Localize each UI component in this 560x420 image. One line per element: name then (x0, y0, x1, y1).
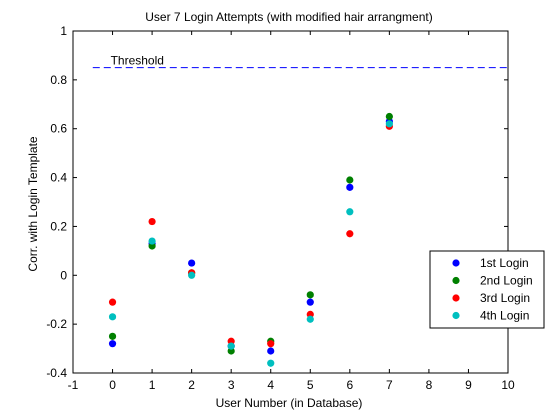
data-point (267, 347, 275, 355)
data-point (346, 176, 354, 184)
legend-marker (452, 294, 460, 302)
x-tick-label: 1 (149, 378, 156, 392)
x-tick-label: 7 (386, 378, 393, 392)
data-point (148, 217, 156, 226)
y-tick-label: 0.2 (50, 219, 67, 233)
x-tick-label: 8 (426, 378, 433, 392)
x-tick-label: 6 (346, 378, 353, 392)
data-point (108, 340, 117, 348)
y-tick-label: -0.4 (46, 366, 67, 380)
y-tick-label: 0.8 (50, 73, 67, 87)
y-tick-label: 0 (60, 268, 67, 282)
x-tick-label: 10 (501, 378, 515, 392)
x-tick-label: -1 (68, 378, 79, 392)
chart-title: User 7 Login Attempts (with modified hai… (145, 10, 432, 24)
y-tick-label: 0.6 (50, 122, 67, 136)
y-tick-label: -0.2 (46, 317, 67, 331)
legend-marker (452, 311, 460, 320)
data-point (267, 359, 275, 367)
data-point (346, 230, 354, 238)
legend-label: 4th Login (480, 309, 529, 323)
x-tick-label: 5 (307, 378, 314, 392)
data-point (108, 332, 117, 340)
data-point (385, 112, 393, 121)
legend-box (429, 250, 545, 329)
data-point (385, 120, 393, 128)
data-point (306, 291, 314, 299)
data-point (346, 183, 354, 191)
x-tick-label: 2 (188, 378, 195, 392)
plot-area: -1 0 1 2 3 4 5 6 7 8 9 10 -0.4 -0.2 0 0.2 0.4 0.6 0.8 1 Thre… (46, 24, 515, 392)
data-point (227, 342, 235, 350)
data-point (108, 313, 117, 321)
data-point (267, 340, 275, 348)
legend-marker (452, 276, 460, 285)
data-point (306, 315, 314, 323)
data-point (108, 298, 117, 306)
x-tick-label: 3 (228, 378, 235, 392)
x-tick-label: 0 (109, 378, 116, 392)
legend-label: 1st Login (480, 256, 529, 270)
x-tick-label: 9 (465, 378, 472, 392)
legend-label: 2nd Login (480, 274, 533, 288)
data-point (346, 208, 354, 216)
data-point (188, 271, 196, 279)
data-point (148, 237, 156, 245)
legend-marker (452, 259, 460, 267)
data-point (306, 298, 314, 306)
y-tick-label: 0.4 (50, 171, 67, 185)
y-tick-label: 1 (60, 24, 67, 38)
threshold-label: Threshold (111, 54, 164, 68)
y-axis-label: Corr. with Login Template (26, 136, 40, 272)
legend-label: 3rd Login (480, 291, 530, 305)
data-point (188, 259, 196, 267)
x-axis-label: User Number (in Database) (216, 396, 363, 410)
x-tick-label: 4 (267, 378, 274, 392)
legend: 1st Login 2nd Login 3rd Login 4th Login (429, 250, 545, 329)
